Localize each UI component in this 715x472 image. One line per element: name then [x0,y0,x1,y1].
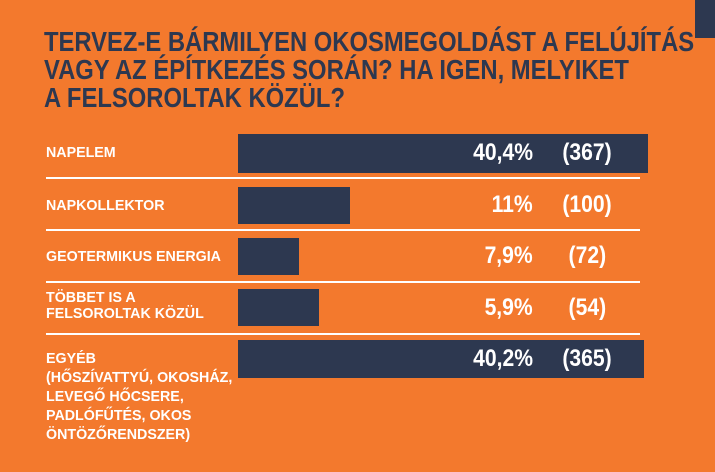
value-bar-napelem [238,134,648,173]
count-value: (365) [562,345,612,372]
chart-title-line: TERVEZ-E BÁRMILYEN OKOSMEGOLDÁST A FELÚJ… [44,26,695,57]
value-bar-tobbet-is-a [238,289,319,326]
category-label-napkollektor: NAPKOLLEKTOR [46,197,165,214]
category-label-geotermikus: GEOTERMIKUS ENERGIA [46,248,221,265]
count-value: (100) [562,191,612,218]
category-label-tobbet-is-a: TÖBBET IS A FELSOROLTAK KÖZÜL [46,289,204,322]
count-value: (367) [562,139,612,166]
count-value: (54) [568,294,606,321]
percent-value: 7,9% [484,242,533,269]
value-bar-napkollektor [238,187,350,224]
category-label-napelem: NAPELEM [46,144,116,161]
row-divider [46,177,640,179]
percent-value: 40,2% [473,345,533,372]
percent-value: 5,9% [484,294,533,321]
value-bar-geotermikus [238,238,299,275]
category-label-egyeb: EGYÉB (HŐSZÍVATTYÚ, OKOSHÁZ, LEVEGŐ HŐCS… [46,350,233,443]
chart-title-line: VAGY AZ ÉPÍTKEZÉS SORÁN? HA IGEN, MELYIK… [44,54,629,85]
row-divider [46,281,640,283]
chart-title-line: A FELSOROLTAK KÖZÜL? [44,82,345,113]
value-bar-egyeb [238,340,644,378]
chart-title: TERVEZ-E BÁRMILYEN OKOSMEGOLDÁST A FELÚJ… [44,28,715,112]
corner-accent [695,0,715,38]
percent-value: 11% [491,191,533,218]
count-value: (72) [568,242,606,269]
percent-value: 40,4% [473,139,533,166]
row-divider [46,333,640,335]
row-divider [46,229,640,231]
